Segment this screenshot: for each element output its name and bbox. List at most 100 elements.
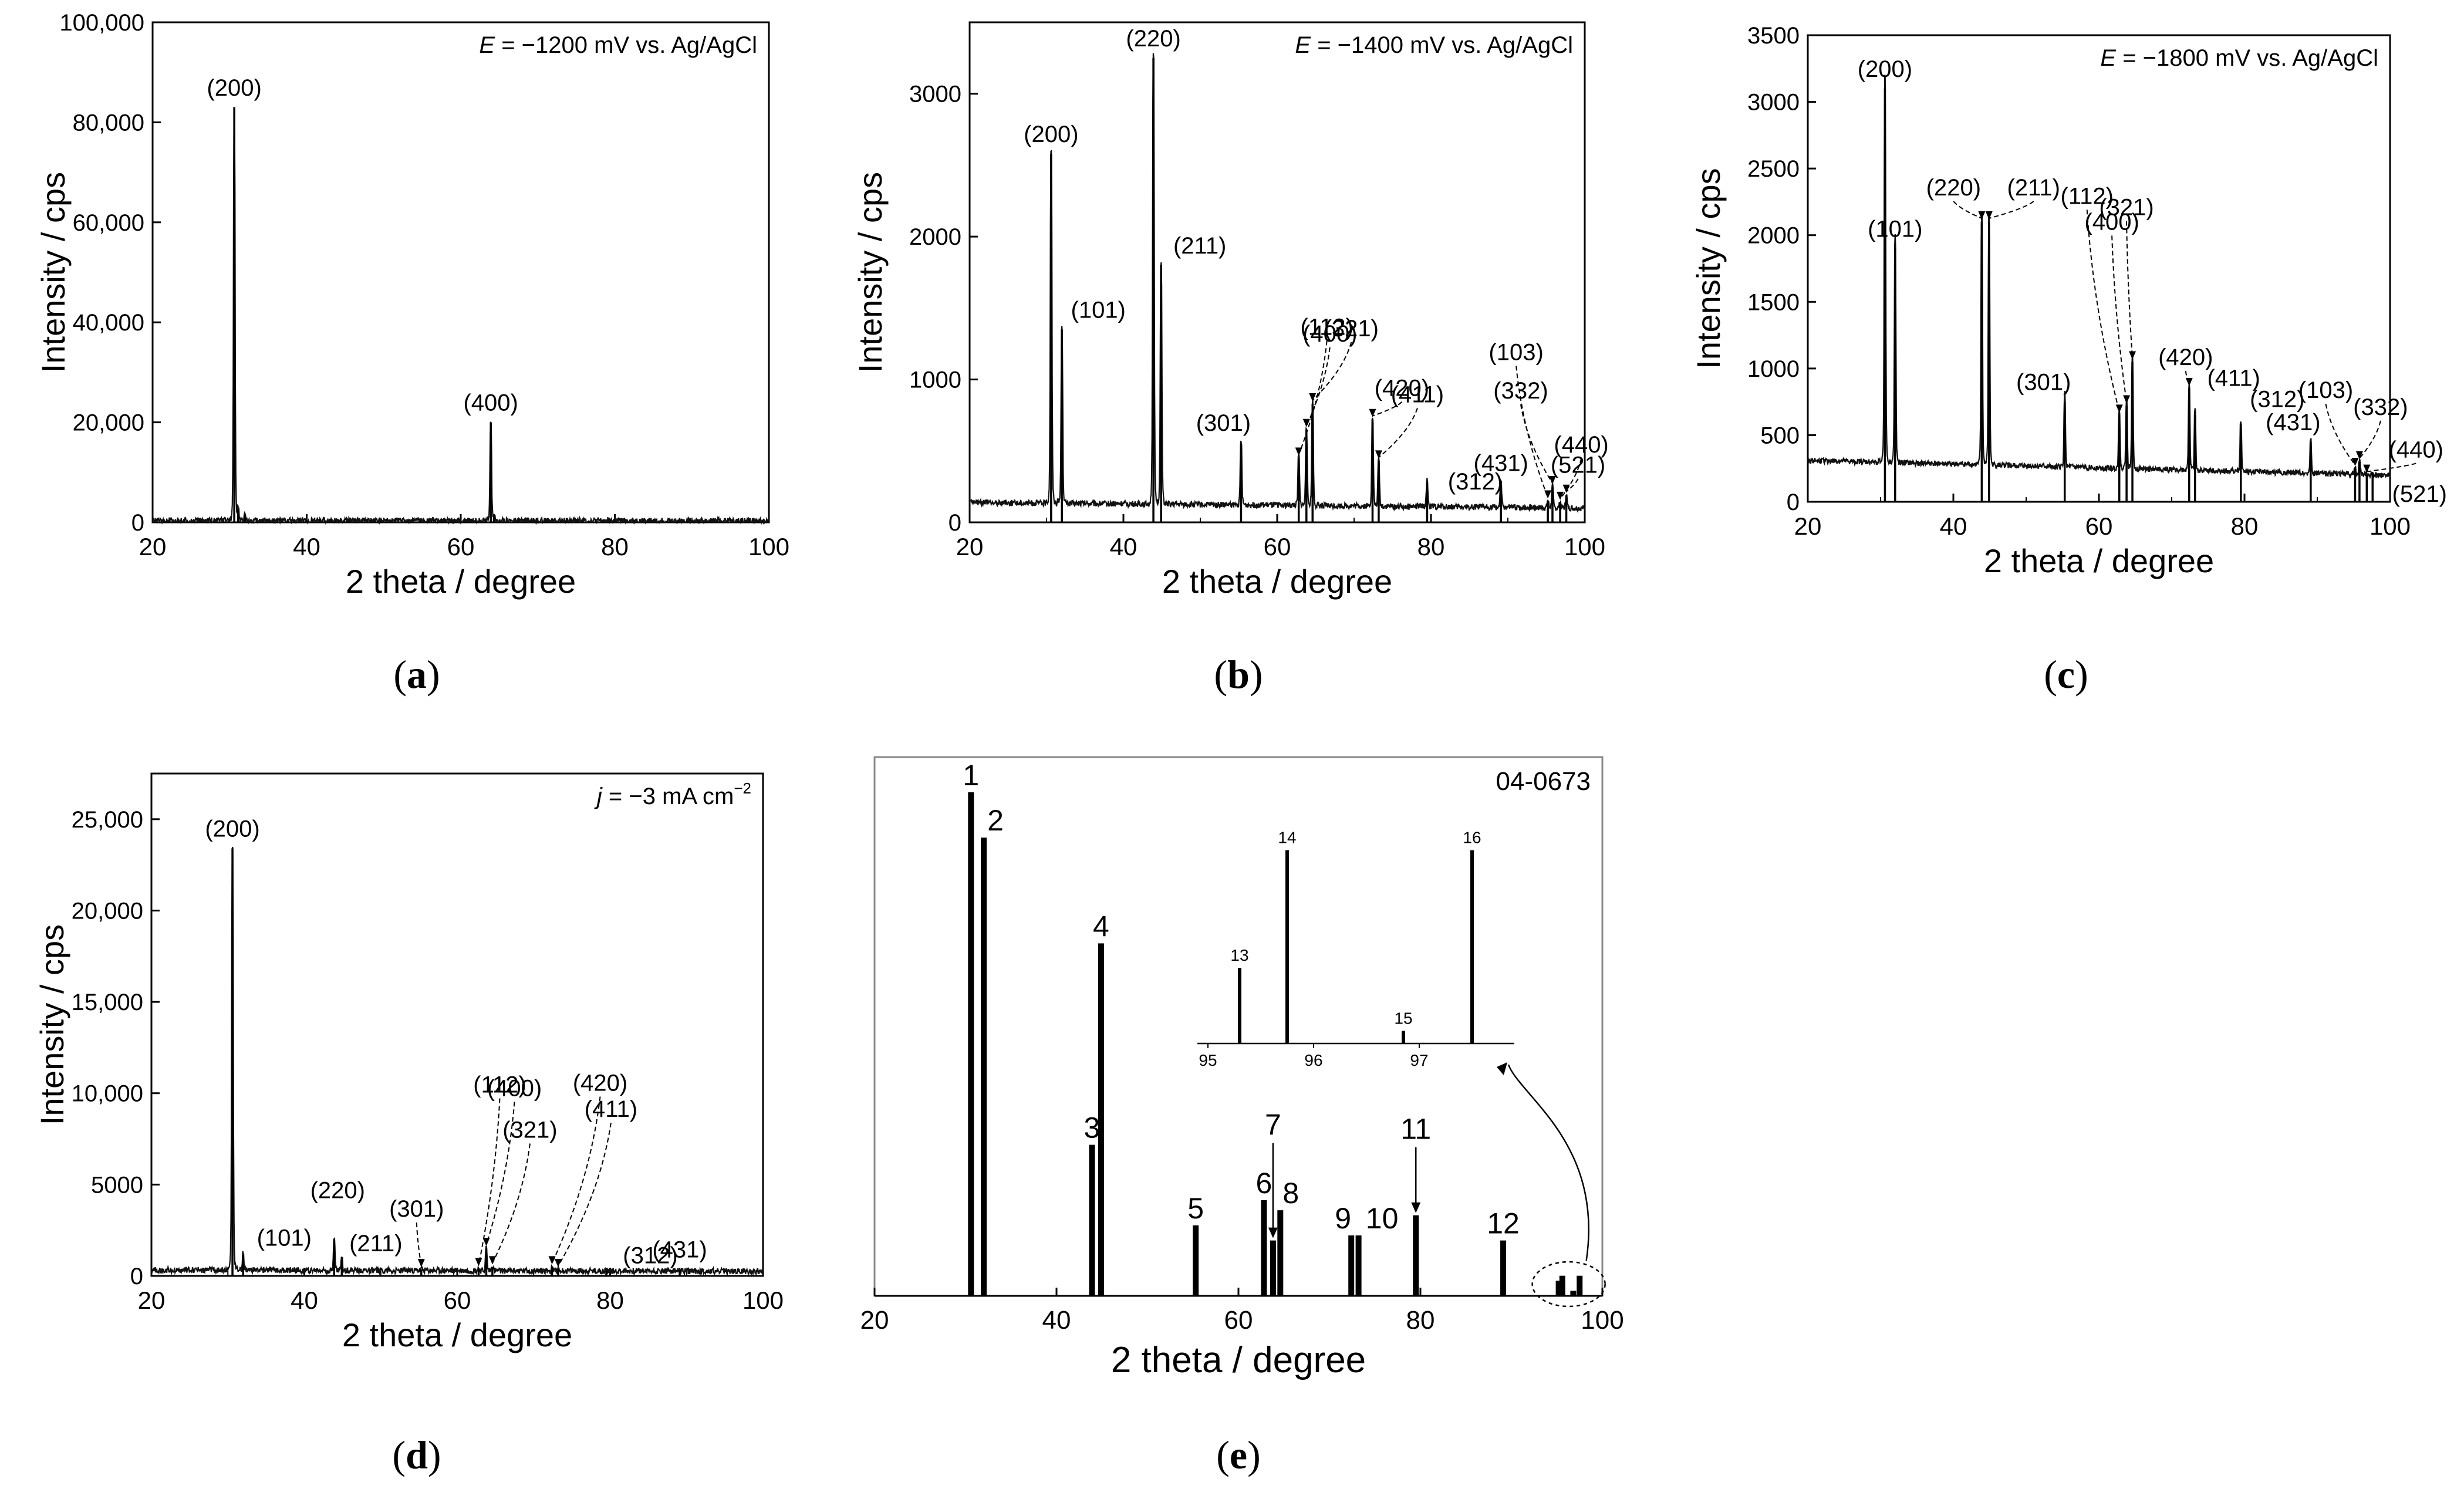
chart-d-svg: 20 40 60 80 100 0 5000 10,000 15,000 20,000 25,000… <box>33 772 784 1353</box>
peak-label: (521) <box>2392 481 2447 507</box>
x-tick-label: 40 <box>293 533 320 560</box>
peak-label: (321) <box>502 1117 557 1143</box>
ref-bar-7 <box>1270 1240 1276 1296</box>
peak-leader-line <box>1312 342 1352 401</box>
ref-bar-3 <box>1089 1144 1095 1296</box>
peak-label: (220) <box>310 1178 365 1204</box>
x-tick-label: 20 <box>1794 512 1822 540</box>
y-tick-label: 2000 <box>1747 223 1800 249</box>
y-axis-label: Intensity / cps <box>33 924 70 1125</box>
inset-x-tick-label: 95 <box>1199 1051 1217 1069</box>
ref-bar-15 <box>1570 1291 1577 1296</box>
y-tick-label: 0 <box>1787 489 1800 515</box>
ref-bar-12 <box>1500 1240 1507 1296</box>
y-tick-label: 2000 <box>909 224 961 250</box>
peak-label: (521) <box>1551 452 1605 478</box>
peak-arrowhead <box>2115 404 2123 413</box>
peak-label: (332) <box>2353 394 2408 420</box>
panel-e-caption: (e) <box>1216 1433 1261 1477</box>
peak-label: (332) <box>1493 378 1548 404</box>
ref-bar-label: 8 <box>1282 1177 1299 1210</box>
chart-a-svg: 20 40 60 80 100 0 20,000 40,000 60,000 80,000 100,… <box>35 10 789 600</box>
peak-label: (312) <box>2250 386 2304 412</box>
y-tick-label: 3000 <box>909 82 961 107</box>
peak-label: (400) <box>2084 209 2139 235</box>
x-tick-label: 60 <box>1264 533 1291 560</box>
peak-leader-line <box>478 1098 501 1265</box>
xrd-trace <box>968 53 1585 514</box>
peak-arrowhead <box>2123 395 2131 404</box>
peak-leader-line <box>2086 210 2120 412</box>
x-tick-label: 20 <box>956 533 984 560</box>
ref-bar-13 <box>1555 1281 1562 1296</box>
peak-arrowhead <box>1369 408 1376 417</box>
panel-d-caption: (d) <box>392 1433 441 1477</box>
ref-bar-label: 1 <box>963 759 979 792</box>
peak-leader-line <box>1989 201 2034 219</box>
peak-leader-line <box>2185 370 2190 386</box>
peak-label: (400) <box>463 390 518 416</box>
ref-bar-16 <box>1577 1275 1583 1296</box>
peak-label: (301) <box>389 1196 444 1222</box>
peak-leader-line <box>2359 420 2381 459</box>
peak-arrowhead <box>2129 351 2136 360</box>
y-axis-label: Intensity / cps <box>1690 168 1727 369</box>
ref-bar-label: 2 <box>987 804 1004 837</box>
x-axis-label: 2 theta / degree <box>346 563 576 600</box>
inset-bar-label: 14 <box>1278 829 1296 847</box>
inset-bar-15 <box>1402 1031 1405 1044</box>
peak-leader-line <box>1953 201 1982 219</box>
y-tick-label: 500 <box>1760 423 1800 448</box>
x-tick-label: 100 <box>2370 512 2411 540</box>
x-tick-label: 60 <box>447 533 475 560</box>
xrd-trace <box>151 107 769 525</box>
inset-zoom-arrow <box>1507 1064 1590 1261</box>
inset-x-tick-label: 96 <box>1304 1051 1322 1069</box>
x-tick-label: 40 <box>1042 1306 1071 1335</box>
y-tick-label: 0 <box>130 1264 143 1289</box>
peak-label: (400) <box>1302 321 1357 347</box>
peak-label: (440) <box>2389 437 2443 463</box>
peak-arrowhead <box>1562 484 1570 493</box>
peak-arrowhead <box>548 1256 556 1265</box>
ref-bar-label: 10 <box>1366 1202 1399 1235</box>
xrd-trace <box>1807 75 2391 479</box>
peak-leader-line <box>2111 235 2128 403</box>
peak-label: (112) <box>1300 314 1353 340</box>
panel-c-plot: 20 40 60 80 100 0 500 1000 1500 2000 2500 3000 3500 2… <box>1649 0 2459 646</box>
panel-e-plot: 20 40 60 80 100 2 theta / degree 04-0673 1 2 3 4 5 6… <box>822 745 1655 1391</box>
ref-bar-label: 9 <box>1335 1202 1351 1235</box>
ref-bar-5 <box>1193 1225 1199 1296</box>
y-tick-label: 2500 <box>1747 156 1800 182</box>
x-tick-label: 20 <box>860 1306 889 1335</box>
inset-bar-14 <box>1285 850 1289 1044</box>
peak-arrowhead <box>2363 464 2371 473</box>
x-tick-label: 60 <box>444 1286 471 1314</box>
ref-bar-label: 5 <box>1187 1192 1204 1225</box>
y-tick-label: 40,000 <box>73 310 144 336</box>
peak-label: (200) <box>205 816 259 842</box>
y-tick-label: 1500 <box>1747 289 1800 315</box>
ref-bar-label: 6 <box>1255 1167 1272 1200</box>
x-axis-label: 2 theta / degree <box>342 1316 572 1353</box>
peak-leader-line <box>1560 458 1582 499</box>
peak-label: (200) <box>1858 56 1912 82</box>
x-tick-label: 80 <box>2231 512 2259 540</box>
x-tick-label: 100 <box>742 1286 784 1314</box>
ref-bar-label: 11 <box>1400 1113 1431 1146</box>
y-tick-label: 20,000 <box>73 410 144 436</box>
y-tick-label: 1000 <box>909 367 961 393</box>
peak-label: (301) <box>2016 370 2071 396</box>
x-tick-label: 60 <box>2085 512 2113 540</box>
peak-label: (431) <box>1474 450 1528 476</box>
chart-c-svg: 20 40 60 80 10005001000150020002500300035002… <box>1690 23 2447 579</box>
peak-arrowhead <box>482 1238 490 1247</box>
ref-bar-8 <box>1277 1210 1284 1296</box>
inset-bar-label: 13 <box>1230 946 1248 964</box>
ref-bar-label: 12 <box>1487 1207 1520 1240</box>
ref-bar-label: 4 <box>1093 910 1109 943</box>
y-axis-label: Intensity / cps <box>852 172 889 373</box>
x-tick-label: 20 <box>138 1286 166 1314</box>
peak-arrowhead <box>1548 476 1556 485</box>
